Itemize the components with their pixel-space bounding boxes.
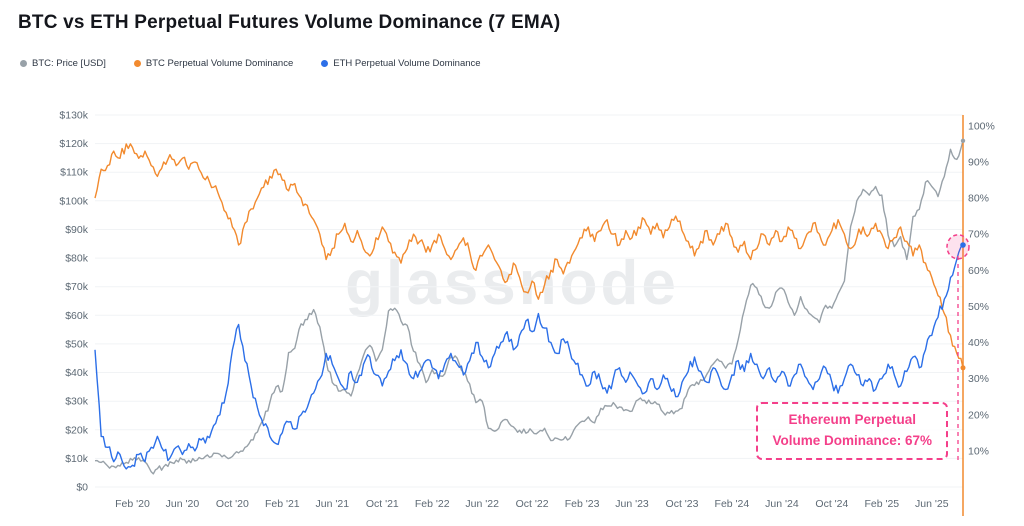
svg-text:90%: 90%: [968, 157, 989, 169]
svg-text:100%: 100%: [968, 120, 995, 132]
svg-text:10%: 10%: [968, 445, 989, 457]
chart-legend: BTC: Price [USD] BTC Perpetual Volume Do…: [20, 58, 481, 69]
legend-item-btc-dominance[interactable]: BTC Perpetual Volume Dominance: [133, 58, 294, 69]
svg-text:20%: 20%: [968, 409, 989, 421]
svg-text:$90k: $90k: [65, 224, 89, 236]
annotation-line-2: Volume Dominance: 67%: [772, 432, 932, 448]
eth-dominance-color-dot: [321, 60, 329, 67]
svg-text:$130k: $130k: [59, 110, 88, 122]
svg-text:Oct '23: Oct '23: [666, 498, 699, 510]
legend-label: BTC: Price [USD]: [32, 58, 106, 69]
svg-text:Jun '20: Jun '20: [166, 498, 200, 510]
legend-item-btc-price[interactable]: BTC: Price [USD]: [20, 58, 106, 69]
svg-text:$20k: $20k: [65, 424, 89, 436]
svg-text:60%: 60%: [968, 265, 989, 277]
svg-text:$50k: $50k: [65, 338, 89, 350]
svg-text:$70k: $70k: [65, 281, 89, 293]
svg-text:Jun '24: Jun '24: [765, 498, 799, 510]
eth-dominance-annotation: Ethereum Perpetual Volume Dominance: 67%: [756, 402, 948, 460]
btc-dominance-color-dot: [133, 60, 141, 67]
btc-dominance-line: [94, 143, 964, 368]
btc-price-color-dot: [20, 60, 27, 67]
svg-text:Feb '23: Feb '23: [565, 498, 600, 510]
legend-label: BTC Perpetual Volume Dominance: [145, 58, 294, 69]
svg-text:30%: 30%: [968, 373, 989, 385]
svg-text:Jun '23: Jun '23: [615, 498, 649, 510]
svg-text:Feb '24: Feb '24: [715, 498, 750, 510]
svg-text:$110k: $110k: [60, 167, 89, 179]
eth-dominance-line: [94, 244, 964, 470]
svg-text:Oct '22: Oct '22: [516, 498, 549, 510]
svg-text:Oct '24: Oct '24: [815, 498, 848, 510]
svg-text:$40k: $40k: [65, 367, 89, 379]
btc-dominance-endpoint-dot: [960, 365, 966, 371]
eth-endpoint-highlight-circle: [946, 234, 970, 260]
svg-text:$0: $0: [76, 482, 88, 494]
right-axis-labels: 10% 20% 30% 40% 50% 60% 70% 80% 90% 100%: [968, 120, 995, 457]
svg-text:70%: 70%: [968, 229, 989, 241]
eth-endpoint-dot: [960, 242, 966, 248]
gridlines: [95, 114, 963, 488]
x-axis-labels: Feb '20 Jun '20 Oct '20 Feb '21 Jun '21 Oct '…: [115, 498, 949, 510]
svg-text:Feb '20: Feb '20: [115, 498, 150, 510]
left-axis-labels: $0 $10k $20k $30k $40k $50k $60k $70k $80k $90k $1…: [59, 110, 88, 494]
svg-text:Jun '21: Jun '21: [316, 498, 350, 510]
svg-text:80%: 80%: [968, 193, 989, 205]
svg-text:$120k: $120k: [59, 138, 88, 150]
svg-text:Jun '22: Jun '22: [465, 498, 499, 510]
chart-title: BTC vs ETH Perpetual Futures Volume Domi…: [18, 12, 561, 33]
svg-text:Oct '20: Oct '20: [216, 498, 249, 510]
svg-text:Oct '21: Oct '21: [366, 498, 399, 510]
svg-text:Jun '25: Jun '25: [915, 498, 949, 510]
svg-text:$10k: $10k: [65, 453, 89, 465]
legend-item-eth-dominance[interactable]: ETH Perpetual Volume Dominance: [321, 58, 481, 69]
svg-text:$80k: $80k: [65, 253, 89, 265]
annotation-line-1: Ethereum Perpetual: [788, 412, 916, 427]
svg-text:40%: 40%: [968, 337, 989, 349]
svg-text:Feb '25: Feb '25: [864, 498, 899, 510]
btc-price-line: [94, 140, 964, 475]
btc-price-endpoint-dot: [960, 138, 966, 143]
svg-text:Feb '22: Feb '22: [415, 498, 450, 510]
svg-text:Feb '21: Feb '21: [265, 498, 300, 510]
svg-text:50%: 50%: [968, 301, 989, 313]
legend-label: ETH Perpetual Volume Dominance: [333, 58, 481, 69]
svg-text:$100k: $100k: [59, 195, 88, 207]
svg-text:$60k: $60k: [65, 310, 89, 322]
svg-text:$30k: $30k: [65, 396, 89, 408]
